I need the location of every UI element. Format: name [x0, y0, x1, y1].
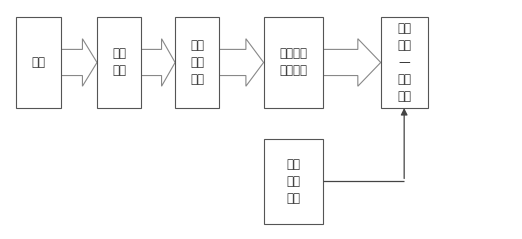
Text: 气相
色谱
—
质谱
分析: 气相 色谱 — 质谱 分析: [397, 22, 411, 103]
Bar: [381, 17, 428, 108]
Text: 固相萃取
小柱净化: 固相萃取 小柱净化: [280, 48, 307, 77]
Bar: [16, 17, 61, 108]
Polygon shape: [219, 39, 264, 86]
Bar: [264, 17, 324, 108]
Bar: [264, 139, 324, 224]
Text: 冷冻
粉碎: 冷冻 粉碎: [112, 48, 126, 77]
Bar: [175, 17, 219, 108]
Polygon shape: [324, 39, 381, 86]
Polygon shape: [141, 39, 175, 86]
Polygon shape: [61, 39, 97, 86]
Text: 样品: 样品: [31, 56, 45, 69]
Bar: [97, 17, 141, 108]
Text: 加速
溶剂
萃取: 加速 溶剂 萃取: [190, 39, 204, 86]
Text: 标准
溶液
配制: 标准 溶液 配制: [287, 158, 301, 205]
